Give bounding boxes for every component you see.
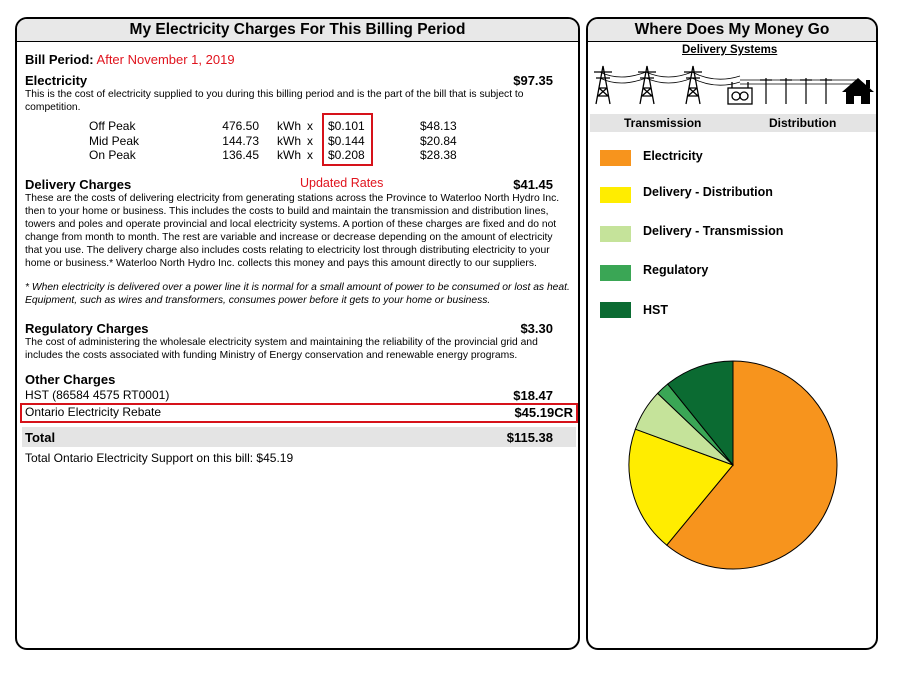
usage-rate: $0.144 bbox=[328, 134, 365, 148]
total-amount: $115.38 bbox=[506, 430, 553, 445]
bill-period: Bill Period: After November 1, 2019 bbox=[25, 52, 235, 67]
regulatory-heading: Regulatory Charges bbox=[25, 321, 149, 336]
usage-unit: kWh bbox=[277, 148, 301, 162]
money-pie-chart bbox=[628, 360, 838, 570]
transmission-tower-icon bbox=[684, 65, 702, 105]
usage-total: $20.84 bbox=[420, 134, 457, 148]
usage-times: x bbox=[307, 134, 313, 148]
substation-icon bbox=[727, 82, 753, 105]
usage-total: $48.13 bbox=[420, 119, 457, 133]
delivery-systems-bar bbox=[590, 114, 876, 132]
usage-qty: 136.45 bbox=[222, 148, 259, 162]
usage-total: $28.38 bbox=[420, 148, 457, 162]
delivery-heading: Delivery Charges bbox=[25, 177, 132, 192]
charges-panel: My Electricity Charges For This Billing … bbox=[15, 17, 580, 650]
usage-period: Mid Peak bbox=[89, 134, 140, 148]
total-label: Total bbox=[25, 430, 56, 445]
regulatory-amount: $3.30 bbox=[520, 321, 553, 336]
usage-qty: 144.73 bbox=[222, 134, 259, 148]
legend-label: HST bbox=[643, 303, 668, 317]
usage-qty: 476.50 bbox=[222, 119, 259, 133]
transmission-tower-icon bbox=[638, 65, 656, 105]
pie-slice-electricity bbox=[666, 360, 838, 570]
delivery-systems-label: Delivery Systems bbox=[682, 44, 778, 56]
usage-period: On Peak bbox=[89, 148, 136, 162]
bill-period-label: Bill Period: bbox=[25, 52, 94, 67]
delivery-systems-illustration bbox=[594, 65, 874, 105]
usage-unit: kWh bbox=[277, 119, 301, 133]
delivery-description: These are the costs of delivering electr… bbox=[25, 193, 560, 269]
transmission-tower-icon bbox=[594, 65, 612, 105]
transmission-label: Transmission bbox=[624, 116, 702, 130]
usage-rate: $0.208 bbox=[328, 148, 365, 162]
legend-label: Electricity bbox=[643, 149, 703, 163]
rate-highlight-box bbox=[322, 113, 373, 166]
usage-times: x bbox=[307, 148, 313, 162]
delivery-amount: $41.45 bbox=[513, 177, 553, 192]
legend-label: Delivery - Transmission bbox=[643, 224, 784, 238]
rebate-highlight-box bbox=[20, 403, 578, 423]
total-bar bbox=[22, 427, 576, 447]
electricity-amount: $97.35 bbox=[513, 73, 553, 88]
pie-slice-distribution bbox=[628, 428, 734, 546]
hst-amount: $18.47 bbox=[513, 388, 553, 403]
updated-rates-note: Updated Rates bbox=[300, 176, 384, 190]
legend-swatch-transmission bbox=[600, 226, 631, 242]
rebate-amount: $45.19CR bbox=[514, 405, 573, 420]
money-panel: Where Does My Money Go bbox=[586, 17, 878, 650]
legend-label: Regulatory bbox=[643, 263, 709, 277]
legend-label: Delivery - Distribution bbox=[643, 185, 773, 199]
house-icon bbox=[842, 78, 874, 104]
distribution-label: Distribution bbox=[769, 116, 837, 130]
usage-rate: $0.101 bbox=[328, 119, 365, 133]
legend-swatch-hst bbox=[600, 302, 631, 318]
other-charges-heading: Other Charges bbox=[25, 372, 116, 387]
delivery-footnote: * When electricity is delivered over a p… bbox=[25, 282, 570, 306]
legend-swatch-distribution bbox=[600, 187, 631, 203]
legend-swatch-regulatory bbox=[600, 265, 631, 281]
regulatory-description: The cost of administering the wholesale … bbox=[25, 337, 538, 361]
charges-panel-title: My Electricity Charges For This Billing … bbox=[17, 19, 578, 42]
usage-unit: kWh bbox=[277, 134, 301, 148]
usage-times: x bbox=[307, 119, 313, 133]
usage-period: Off Peak bbox=[89, 119, 136, 133]
electricity-heading: Electricity bbox=[25, 73, 88, 88]
legend-swatch-electricity bbox=[600, 150, 631, 166]
support-text: Total Ontario Electricity Support on thi… bbox=[25, 451, 294, 465]
money-panel-title: Where Does My Money Go bbox=[588, 19, 876, 42]
hst-label: HST (86584 4575 RT0001) bbox=[25, 388, 170, 402]
rebate-label: Ontario Electricity Rebate bbox=[25, 405, 162, 419]
utility-pole-icon bbox=[760, 78, 832, 104]
electricity-description: This is the cost of electricity supplied… bbox=[25, 89, 524, 113]
pie-slice-hst bbox=[667, 360, 734, 467]
bill-period-value: After November 1, 2019 bbox=[96, 52, 235, 67]
